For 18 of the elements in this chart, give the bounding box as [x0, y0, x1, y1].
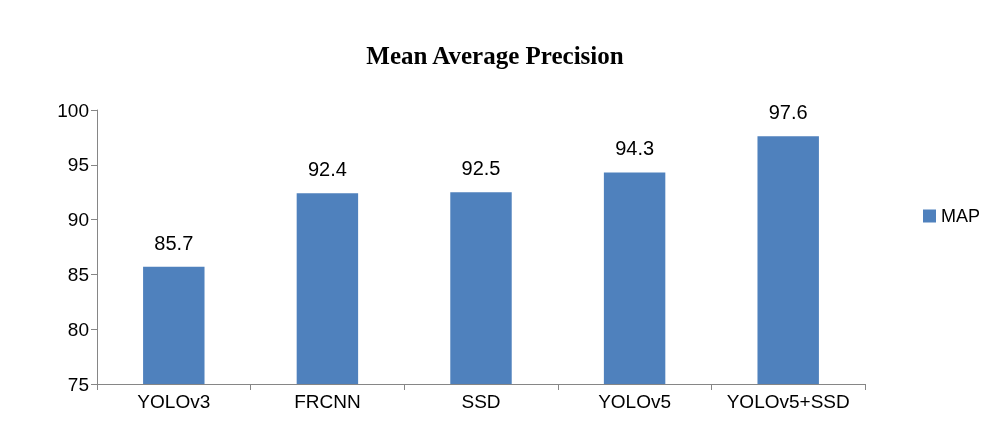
data-label: 97.6: [768, 101, 808, 124]
y-tick-label: 95: [67, 154, 89, 176]
y-tick-label: 100: [57, 99, 89, 121]
chart-title: Mean Average Precision: [366, 42, 624, 69]
x-tick-label: FRCNN: [294, 391, 361, 412]
y-tick-label: 80: [67, 318, 89, 340]
data-label: 94.3: [615, 137, 655, 160]
x-tick-label: SSD: [461, 391, 501, 412]
x-tick-label: YOLOv5+SSD: [726, 391, 850, 412]
data-label: 85.7: [154, 231, 194, 254]
data-label: 92.5: [461, 157, 501, 180]
y-tick-label: 90: [67, 209, 89, 231]
x-tick-label: YOLOv5: [598, 391, 672, 412]
y-tick-label: 85: [67, 263, 89, 285]
y-tick-label: 75: [67, 373, 89, 395]
data-label: 92.4: [307, 158, 347, 181]
legend-label: MAP: [940, 206, 981, 226]
x-tick-label: YOLOv3: [137, 391, 211, 412]
